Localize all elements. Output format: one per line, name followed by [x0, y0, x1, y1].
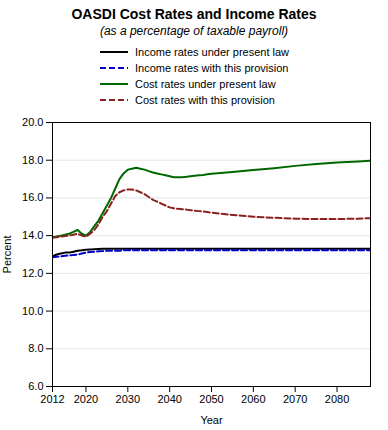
- svg-text:2012: 2012: [40, 393, 64, 405]
- svg-text:20.0: 20.0: [22, 116, 43, 128]
- svg-text:14.0: 14.0: [22, 229, 43, 241]
- svg-text:8.0: 8.0: [28, 342, 43, 354]
- svg-text:Year: Year: [200, 414, 223, 426]
- html-text:Cost rates under present law: Cost rates under present law: [135, 78, 276, 90]
- html-text:OASDI Cost Rates and Income Ra: OASDI Cost Rates and Income Rates: [71, 6, 317, 22]
- svg-text:2080: 2080: [325, 393, 349, 405]
- html-text:Cost rates with this provision: Cost rates with this provision: [135, 94, 275, 106]
- html-text:Income rates with this provisi: Income rates with this provision: [135, 62, 289, 74]
- svg-text:10.0: 10.0: [22, 305, 43, 317]
- svg-text:18.0: 18.0: [22, 154, 43, 166]
- svg-text:2060: 2060: [241, 393, 265, 405]
- svg-text:16.0: 16.0: [22, 191, 43, 203]
- html-text:(as a percentage of taxable pa: (as a percentage of taxable payroll): [99, 24, 288, 38]
- svg-text:2030: 2030: [116, 393, 140, 405]
- html-text:Income rates under present law: Income rates under present law: [135, 46, 289, 58]
- svg-text:6.0: 6.0: [28, 380, 43, 392]
- svg-text:2040: 2040: [157, 393, 181, 405]
- svg-text:Percent: Percent: [1, 236, 13, 274]
- svg-text:2070: 2070: [283, 393, 307, 405]
- svg-text:12.0: 12.0: [22, 267, 43, 279]
- svg-text:2050: 2050: [199, 393, 223, 405]
- svg-text:2020: 2020: [74, 393, 98, 405]
